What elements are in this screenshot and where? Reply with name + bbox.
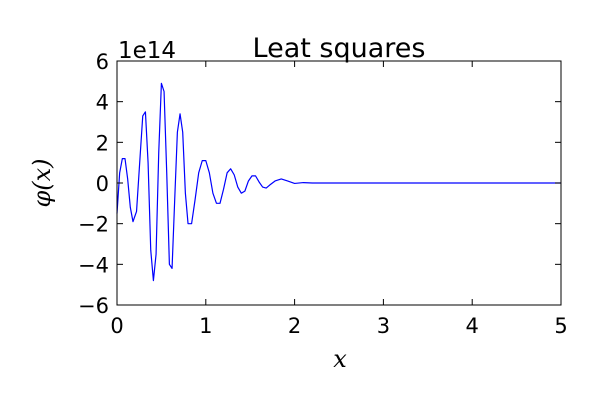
y-tick-label: 0 xyxy=(96,172,109,196)
y-offset-label: 1e14 xyxy=(118,38,176,64)
y-tick-label: −2 xyxy=(78,213,109,237)
chart-title: Leat squares xyxy=(253,33,426,64)
x-ticks: 0 1 2 3 4 5 xyxy=(110,61,568,338)
y-tick-label: −6 xyxy=(78,294,109,318)
series-layer xyxy=(116,82,561,282)
series-line xyxy=(116,82,561,282)
x-tick-label: 1 xyxy=(199,314,212,338)
y-axis-label: φ(x) xyxy=(28,158,56,207)
y-tick-label: 6 xyxy=(96,50,109,74)
x-tick-label: 3 xyxy=(377,314,390,338)
x-tick-label: 5 xyxy=(554,314,567,338)
x-tick-label: 0 xyxy=(110,314,123,338)
y-tick-label: 4 xyxy=(96,91,109,115)
x-tick-label: 4 xyxy=(466,314,479,338)
y-tick-label: −4 xyxy=(78,253,109,277)
y-tick-label: 2 xyxy=(96,131,109,155)
x-axis-label: x xyxy=(333,345,347,373)
x-tick-label: 2 xyxy=(288,314,301,338)
y-ticks: −6 −4 −2 0 2 4 6 xyxy=(78,50,561,318)
